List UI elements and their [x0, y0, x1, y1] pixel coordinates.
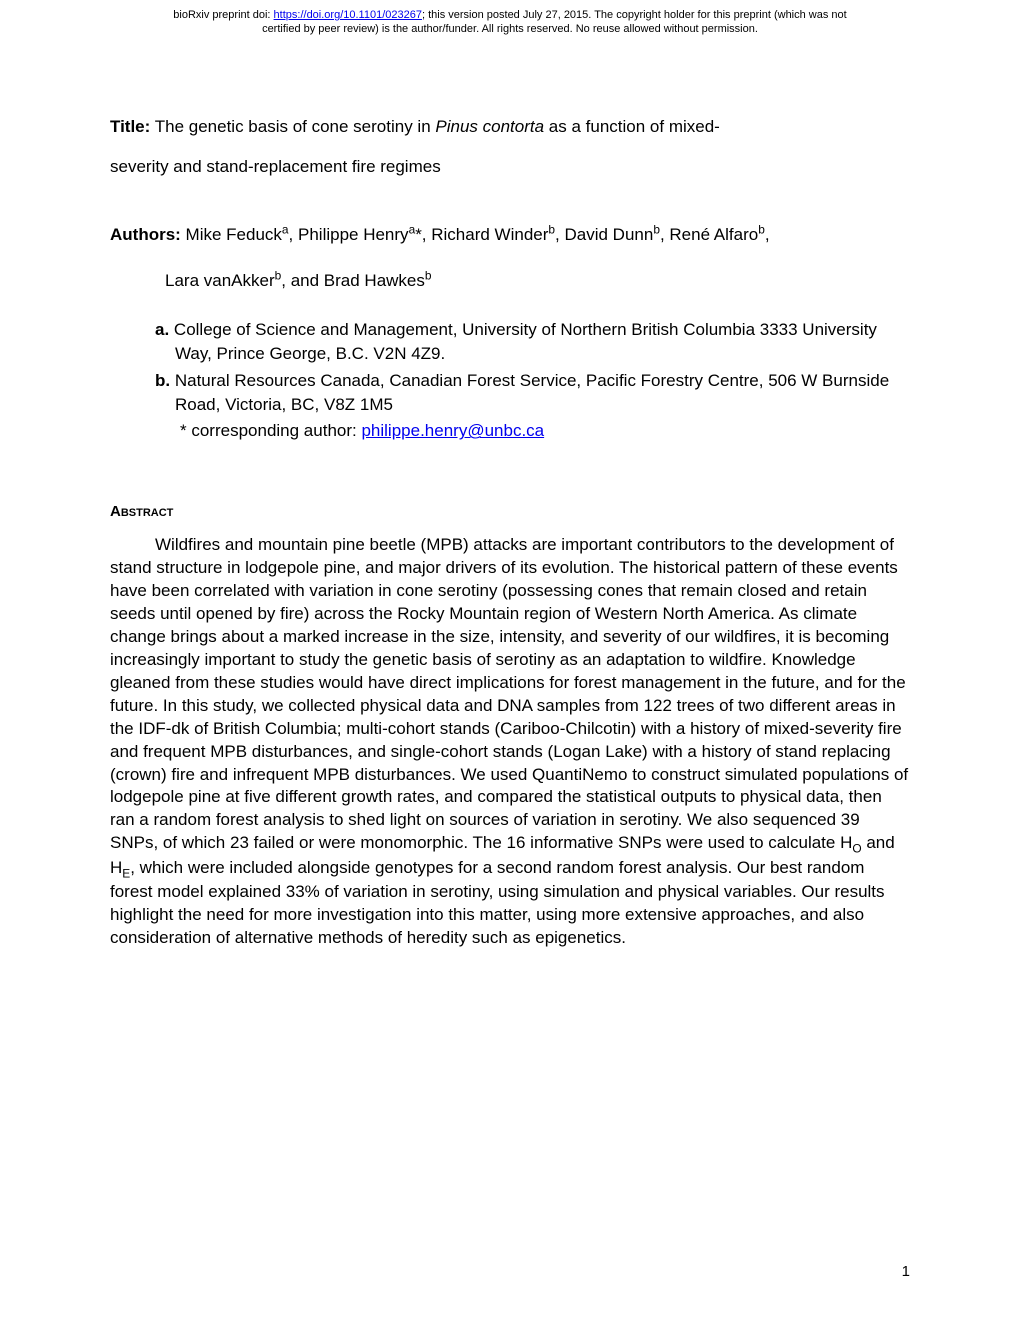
- page-number: 1: [902, 1263, 910, 1280]
- abstract-text-1: Wildfires and mountain pine beetle (MPB)…: [110, 535, 908, 852]
- affiliation-b: b. Natural Resources Canada, Canadian Fo…: [155, 369, 910, 417]
- abstract-heading: Abstract: [110, 503, 910, 520]
- title-label: Title:: [110, 117, 150, 136]
- author-3: *, Richard Winder: [415, 225, 548, 244]
- abstract-text-3: , which were included alongside genotype…: [110, 858, 885, 947]
- preprint-banner: bioRxiv preprint doi: https://doi.org/10…: [0, 0, 1020, 37]
- corr-star: *: [180, 421, 187, 440]
- author-1: Mike Feduck: [181, 225, 282, 244]
- affil-b-text: Natural Resources Canada, Canadian Fores…: [170, 371, 889, 414]
- preprint-text-suffix: ; this version posted July 27, 2015. The…: [422, 9, 847, 21]
- doi-link[interactable]: https://doi.org/10.1101/023267: [274, 9, 422, 21]
- preprint-text-prefix: bioRxiv preprint doi:: [173, 9, 273, 21]
- title-part2: as a function of mixed-: [544, 117, 720, 136]
- affil-a-label: a.: [155, 320, 169, 339]
- corr-email-link[interactable]: philippe.henry@unbc.ca: [361, 421, 544, 440]
- title-line2: severity and stand-replacement fire regi…: [110, 157, 441, 176]
- sup-b: b: [758, 223, 765, 237]
- affil-a-text: College of Science and Management, Unive…: [169, 320, 877, 363]
- corresponding-author: * corresponding author: philippe.henry@u…: [155, 419, 910, 443]
- sup-b: b: [653, 223, 660, 237]
- affil-b-label: b.: [155, 371, 170, 390]
- author-7: , and Brad Hawkes: [281, 271, 425, 290]
- authors-line2: Lara vanAkkerb, and Brad Hawkesb: [110, 264, 910, 298]
- affiliation-a: a. College of Science and Management, Un…: [155, 318, 910, 366]
- author-6: Lara vanAkker: [165, 271, 275, 290]
- authors-label: Authors:: [110, 225, 181, 244]
- sup-b: b: [425, 269, 432, 283]
- sub-o: O: [852, 842, 861, 856]
- page-content: Title: The genetic basis of cone serotin…: [0, 37, 1020, 950]
- author-5: , René Alfaro: [660, 225, 758, 244]
- title-species: Pinus contorta: [435, 117, 544, 136]
- comma: ,: [765, 225, 770, 244]
- sup-a: a: [282, 223, 289, 237]
- affiliations-block: a. College of Science and Management, Un…: [110, 318, 910, 443]
- author-2: , Philippe Henry: [289, 225, 409, 244]
- preprint-line2: certified by peer review) is the author/…: [262, 23, 758, 35]
- authors-block: Authors: Mike Feducka, Philippe Henrya*,…: [110, 218, 910, 298]
- author-4: , David Dunn: [555, 225, 653, 244]
- title-block: Title: The genetic basis of cone serotin…: [110, 107, 910, 189]
- title-part1: The genetic basis of cone serotiny in: [150, 117, 435, 136]
- corr-text: corresponding author:: [187, 421, 362, 440]
- abstract-body: Wildfires and mountain pine beetle (MPB)…: [110, 534, 910, 950]
